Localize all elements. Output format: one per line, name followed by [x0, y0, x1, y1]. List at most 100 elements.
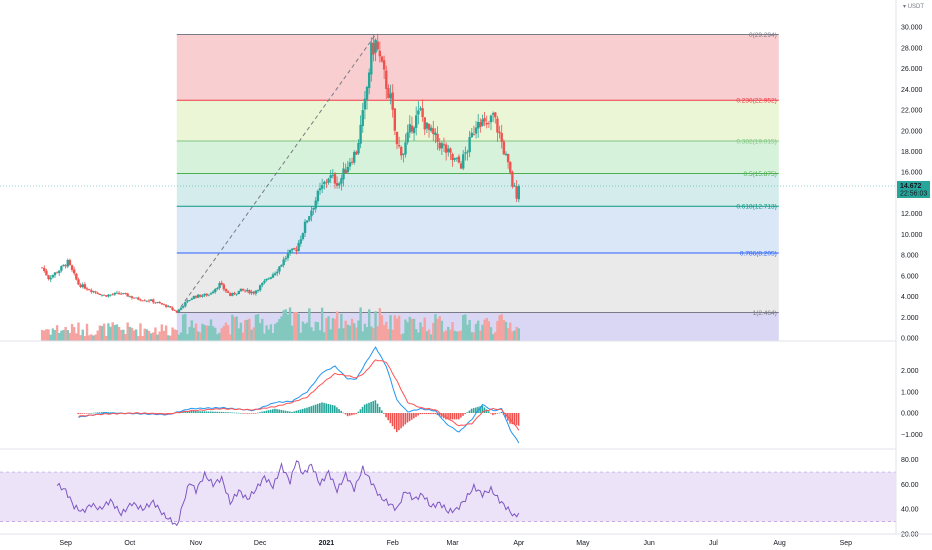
- rsi-pane[interactable]: [0, 460, 896, 527]
- bar-countdown: 22:56:03: [900, 190, 927, 197]
- volume-bar: [60, 330, 63, 341]
- macd-histogram-bar: [440, 413, 443, 418]
- macd-histogram-bar: [265, 410, 268, 413]
- candle-body: [173, 310, 176, 311]
- volume-bar: [184, 313, 187, 341]
- macd-histogram-bar: [216, 411, 219, 413]
- candle-body: [271, 274, 275, 278]
- volume-bar: [350, 318, 354, 341]
- volume-bar: [216, 334, 219, 341]
- volume-bar: [348, 325, 352, 341]
- price-pane[interactable]: 0(29.294) 0.236(22.952) 0.382(19.015) 0.5(1…: [0, 32, 896, 341]
- candle-body: [391, 92, 394, 110]
- volume-bar: [419, 322, 422, 341]
- fib-retracement-lines[interactable]: [176, 33, 779, 313]
- volume-bar: [252, 327, 255, 341]
- volume-bar: [415, 329, 418, 341]
- macd-histogram-bar: [451, 413, 454, 420]
- volume-bar: [156, 334, 159, 341]
- volume-bar: [310, 327, 313, 341]
- macd-histogram-bar: [316, 403, 319, 413]
- volume-bar: [248, 318, 251, 341]
- candle-body: [256, 290, 260, 291]
- volume-bar: [143, 328, 146, 341]
- candle-body: [246, 289, 249, 292]
- volume-bar: [406, 322, 409, 341]
- candle-body: [216, 287, 219, 290]
- macd-tick-label: 1.000: [901, 389, 919, 396]
- macd-histogram-bar: [162, 413, 165, 414]
- candle-body: [49, 277, 52, 280]
- volume-bar: [158, 331, 161, 341]
- candle-body: [265, 278, 268, 281]
- volume-bar: [382, 324, 386, 341]
- candle-body: [498, 131, 501, 134]
- volume-bar: [502, 319, 506, 341]
- candle-body: [515, 186, 518, 199]
- volume-bar: [372, 328, 375, 341]
- volume-bar: [94, 334, 97, 341]
- volume-bar: [53, 329, 57, 341]
- macd-histogram-bar: [237, 412, 240, 414]
- macd-histogram-bar: [385, 413, 387, 418]
- candle-body: [226, 291, 230, 293]
- volume-bar: [235, 316, 238, 341]
- macd-histogram-bar: [197, 411, 199, 413]
- candle-body: [323, 181, 326, 185]
- macd-histogram-bar: [269, 409, 272, 413]
- candle-body: [410, 125, 414, 132]
- volume-bar: [427, 329, 431, 341]
- volume-bar: [470, 332, 473, 341]
- time-axis[interactable]: Sep Oct Nov Dec 2021 Feb Mar Apr May Jun Jul Aug Sep: [0, 533, 932, 547]
- macd-histogram-bar: [188, 410, 191, 413]
- macd-histogram-bar: [432, 413, 434, 415]
- volume-bar: [447, 326, 450, 341]
- macd-histogram-bar: [304, 408, 306, 413]
- macd-histogram-bar: [233, 412, 236, 414]
- volume-bar: [276, 322, 279, 341]
- candle-body: [436, 133, 439, 142]
- volume-bar: [169, 335, 172, 341]
- volume-bar: [359, 307, 362, 341]
- volume-bar: [464, 314, 467, 341]
- volume-bar: [126, 322, 129, 341]
- candle-body: [222, 284, 226, 290]
- candle-body: [211, 291, 215, 294]
- volume-bar: [376, 326, 379, 341]
- macd-histogram-bar: [165, 413, 167, 414]
- volume-bar: [132, 330, 136, 341]
- price-tick-label: 24.000: [901, 87, 923, 94]
- macd-histogram-bar: [447, 413, 449, 420]
- fib-level-label: 0.5(15.875): [744, 171, 777, 178]
- candle-body: [141, 300, 144, 302]
- volume-bar: [500, 314, 503, 341]
- candle-body: [509, 162, 512, 173]
- macd-histogram-bar: [515, 413, 518, 426]
- candle-body: [457, 156, 461, 163]
- volume-bar: [102, 323, 106, 341]
- volume-bar: [491, 334, 495, 341]
- candle-body: [207, 294, 211, 296]
- volume-bar: [489, 327, 493, 341]
- fib-level-label: 0.786(8.205): [740, 250, 777, 257]
- volume-bar: [299, 332, 302, 341]
- macd-histogram-bar: [231, 412, 233, 414]
- macd-histogram-bar: [423, 413, 426, 415]
- price-scale[interactable]: ▾ USDT 30.000 28.000 26.000 24.000 22.000 20.…: [895, 0, 930, 539]
- macd-histogram-bar: [338, 409, 340, 413]
- macd-histogram-bar: [472, 408, 475, 413]
- volume-bar: [75, 333, 78, 341]
- macd-histogram-bar: [492, 413, 494, 416]
- fib-trendline[interactable]: [176, 34, 376, 313]
- macd-histogram-bar: [327, 403, 330, 413]
- candle-body: [124, 292, 127, 294]
- macd-pane[interactable]: [77, 346, 520, 444]
- candle-body: [299, 239, 302, 244]
- candle-body: [53, 272, 57, 276]
- macd-histogram-bar: [79, 413, 82, 414]
- volume-bar: [331, 318, 335, 341]
- candle-body: [374, 39, 377, 53]
- candle-body: [320, 185, 324, 189]
- macd-histogram-bar: [355, 413, 357, 415]
